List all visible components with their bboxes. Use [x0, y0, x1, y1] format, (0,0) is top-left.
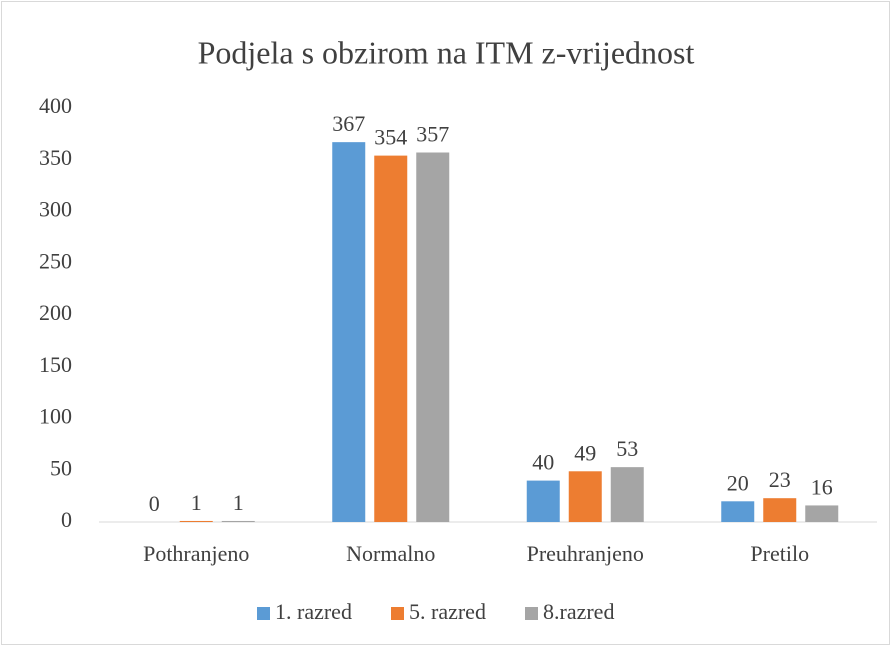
data-label: 16	[811, 474, 833, 499]
y-tick-label: 100	[39, 404, 72, 429]
bar	[721, 501, 755, 522]
data-label: 357	[416, 122, 449, 147]
data-label: 20	[727, 470, 749, 495]
legend-swatch	[391, 607, 404, 620]
y-tick-label: 300	[39, 197, 72, 222]
bar	[805, 505, 839, 522]
y-tick-label: 200	[39, 300, 72, 325]
data-label: 1	[191, 490, 202, 515]
x-tick-label: Pretilo	[750, 541, 809, 566]
data-label: 354	[374, 125, 407, 150]
data-label: 23	[769, 467, 791, 492]
bar	[332, 142, 366, 522]
bar	[610, 467, 644, 522]
x-tick-label: Normalno	[346, 541, 435, 566]
data-label: 40	[532, 450, 554, 475]
data-label: 49	[574, 440, 596, 465]
y-tick-label: 350	[39, 145, 72, 170]
legend-label: 5. razred	[409, 599, 486, 624]
data-label: 1	[233, 490, 244, 515]
bar	[416, 152, 450, 522]
bar	[763, 498, 797, 522]
y-tick-label: 50	[50, 455, 72, 480]
y-tick-label: 250	[39, 248, 72, 273]
legend-swatch	[257, 607, 270, 620]
bar	[374, 155, 408, 523]
x-tick-label: Pothranjeno	[143, 541, 249, 566]
data-label: 53	[616, 436, 638, 461]
legend-swatch	[525, 607, 538, 620]
data-label: 0	[149, 491, 160, 516]
bar	[179, 520, 213, 522]
chart-title: Podjela s obzirom na ITM z-vrijednost	[198, 34, 695, 70]
legend-label: 1. razred	[275, 599, 352, 624]
bar	[568, 471, 602, 522]
bar	[221, 520, 255, 522]
bar	[526, 480, 560, 522]
y-tick-label: 400	[39, 93, 72, 118]
x-tick-label: Preuhranjeno	[527, 541, 644, 566]
data-label: 367	[332, 111, 365, 136]
y-tick-label: 0	[61, 507, 72, 532]
legend-label: 8.razred	[543, 599, 614, 624]
y-tick-label: 150	[39, 352, 72, 377]
